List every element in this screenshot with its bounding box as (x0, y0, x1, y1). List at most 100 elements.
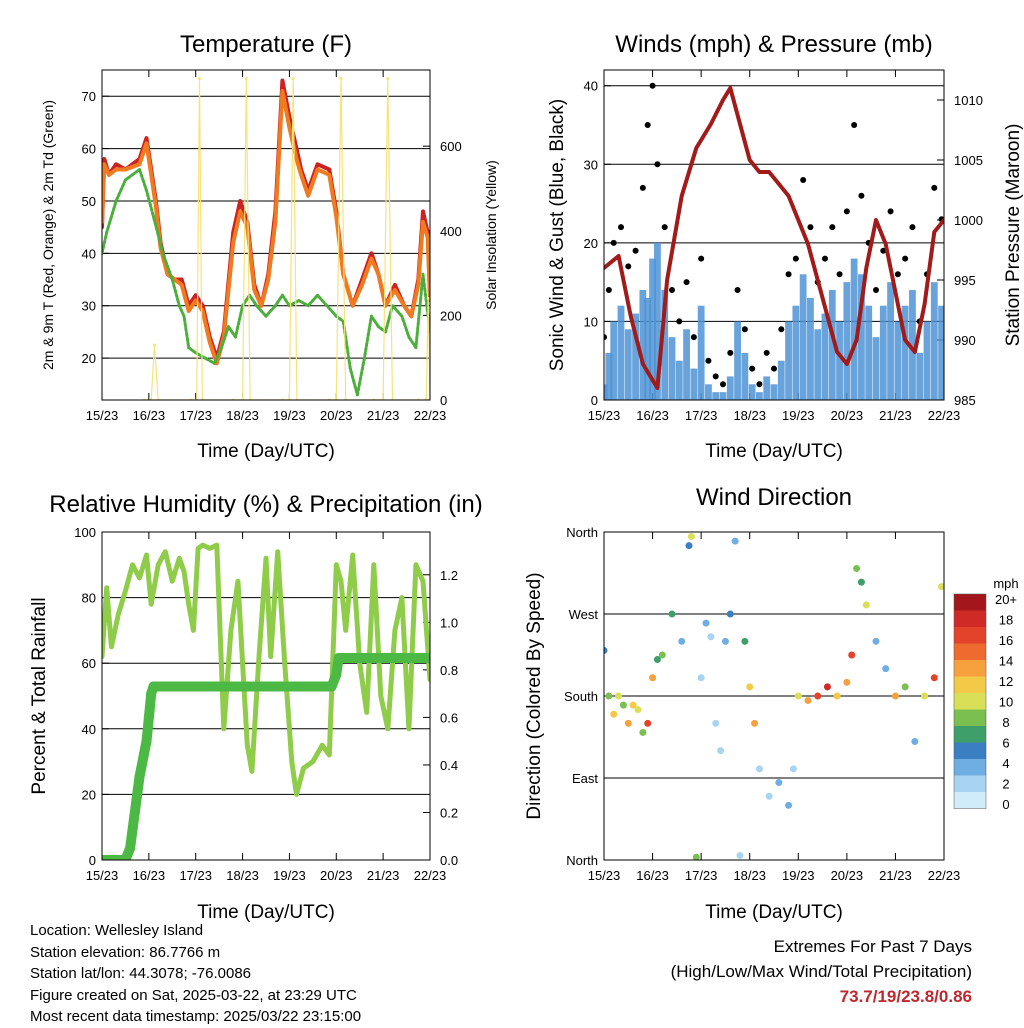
data-point (351, 304, 355, 308)
data-point (369, 251, 373, 255)
data-point (333, 652, 344, 663)
data-point (416, 283, 420, 287)
data-point (116, 612, 120, 616)
x-tick-label: 20/23 (320, 408, 353, 423)
y2-tick-label: 200 (440, 308, 462, 323)
y2-tick-label: 600 (440, 139, 462, 154)
data-point (245, 743, 249, 747)
colorbar-label: 18 (999, 613, 1013, 628)
data-point (913, 350, 917, 354)
data-point (137, 168, 141, 172)
x-tick-label: 21/23 (367, 868, 400, 883)
direction-point (668, 610, 676, 618)
station-location: Location: Wellesley Island (30, 922, 204, 939)
panel-4-ylabel: Direction (Colored By Speed) (524, 572, 545, 819)
data-point (280, 293, 284, 297)
x-tick-label: 17/23 (685, 868, 718, 883)
panel-1-data (102, 76, 430, 400)
wind-bar (639, 290, 647, 400)
direction-point (624, 719, 632, 727)
data-point (149, 173, 153, 177)
gust-point (683, 279, 690, 286)
direction-point (604, 646, 608, 654)
data-point (355, 393, 359, 397)
data-point (203, 356, 207, 360)
data-point (306, 304, 310, 308)
direction-point (649, 674, 657, 682)
data-point (125, 843, 136, 854)
y-tick-label: 40 (82, 722, 96, 737)
wind-bar (785, 321, 792, 400)
gust-point (690, 334, 697, 341)
direction-point (687, 533, 695, 541)
colorbar-swatch (954, 693, 986, 710)
x-tick-label: 18/23 (226, 408, 259, 423)
data-point (241, 661, 245, 665)
gust-point (605, 287, 612, 293)
panel-4-xlabel: Time (Day/UTC) (705, 902, 843, 923)
y2-tick-label: 990 (954, 333, 976, 348)
data-point (227, 325, 231, 329)
wind-bar (605, 352, 613, 400)
data-point (400, 314, 404, 318)
data-point (255, 304, 259, 308)
data-point (864, 266, 868, 270)
y2-tick-label: 995 (954, 273, 976, 288)
gust-point (909, 224, 916, 231)
wind-bar (697, 305, 705, 400)
data-point (806, 242, 810, 246)
wind-bar (923, 321, 931, 400)
gust-point (763, 349, 770, 356)
gust-point (851, 122, 858, 128)
colorbar-title: mph (993, 576, 1018, 591)
gust-point (618, 224, 624, 231)
direction-point (882, 665, 890, 673)
direction-point (615, 692, 623, 700)
wind-bar (610, 321, 618, 400)
figure-created: Figure created on Sat, 2025-03-22, at 23… (30, 986, 357, 1004)
direction-point (823, 683, 831, 691)
direction-point (789, 765, 797, 773)
data-point (139, 748, 150, 759)
data-point (212, 361, 216, 365)
gust-point (669, 287, 675, 293)
direction-point (629, 701, 637, 709)
data-point (316, 293, 320, 297)
y-tick-label: West (569, 607, 599, 622)
wind-bar (930, 282, 938, 400)
gust-point (873, 287, 879, 293)
colorbar-label: 16 (999, 633, 1013, 648)
y-tick-label: 80 (82, 591, 96, 606)
data-point (123, 589, 127, 593)
direction-point (605, 692, 613, 700)
data-point (306, 194, 310, 198)
y-tick-label: East (572, 771, 598, 786)
data-point (222, 727, 226, 731)
data-point (923, 302, 927, 306)
wind-bar (792, 305, 800, 400)
y-tick-label: 20 (584, 236, 598, 251)
data-point (738, 122, 742, 126)
data-point (299, 173, 303, 177)
panel-2-xlabel: Time (Day/UTC) (705, 441, 843, 462)
y-tick-label: 60 (82, 656, 96, 671)
direction-point (901, 683, 909, 691)
wind-bar (843, 282, 851, 400)
data-point (777, 182, 781, 186)
x-tick-label: 15/23 (588, 408, 621, 423)
colorbar-frame (953, 593, 987, 809)
direction-point (658, 651, 666, 659)
direction-point (731, 537, 739, 545)
data-point (238, 209, 242, 213)
direction-point (634, 706, 642, 714)
data-point (360, 283, 364, 287)
data-point (229, 628, 233, 632)
data-point (187, 602, 191, 606)
data-point (369, 314, 373, 318)
gust-point (858, 192, 865, 199)
data-point (149, 602, 153, 606)
y-tick-label: 10 (584, 314, 598, 329)
data-point (362, 356, 366, 360)
direction-point (736, 851, 744, 859)
panel-1-ylabel: 2m & 9m T (Red, Orange) & 2m Td (Green) (40, 100, 56, 370)
